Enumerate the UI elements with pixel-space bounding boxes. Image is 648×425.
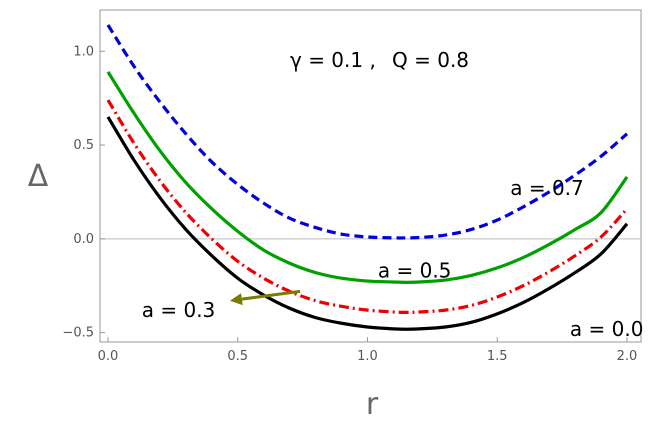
series-line-2 bbox=[106, 99, 629, 314]
curve-label: a = 0.0 bbox=[570, 317, 644, 341]
curve-label: a = 0.3 bbox=[142, 298, 216, 322]
series-line-0 bbox=[106, 24, 629, 240]
parameters-q: Q = 0.8 bbox=[392, 48, 469, 72]
x-axis-label: r bbox=[366, 387, 379, 422]
y-tick-label: −0.5 bbox=[62, 326, 94, 341]
x-tick-label: 2.0 bbox=[617, 349, 638, 364]
series-layer bbox=[106, 24, 629, 331]
y-tick-label: 0.0 bbox=[73, 232, 94, 247]
y-tick-label: 1.0 bbox=[73, 44, 94, 59]
series-line-3 bbox=[106, 116, 629, 331]
y-tick-label: 0.5 bbox=[73, 138, 94, 153]
arrow-shaft bbox=[241, 289, 301, 301]
x-tick-label: 1.5 bbox=[487, 349, 508, 364]
plot-frame bbox=[99, 9, 642, 343]
x-tick-label: 0.5 bbox=[227, 349, 248, 364]
parameters-gamma: γ = 0.1 , bbox=[290, 48, 376, 72]
y-axis-label: Δ bbox=[28, 159, 49, 194]
curve-label: a = 0.7 bbox=[510, 176, 584, 200]
annotation-layer: a = 0.7 a = 0.5 a = 0.3 a = 0.0 bbox=[142, 176, 644, 341]
x-tick-label: 0.0 bbox=[98, 349, 119, 364]
series-line-1 bbox=[106, 71, 629, 284]
arrow-layer bbox=[229, 289, 301, 306]
x-tick-label: 1.0 bbox=[357, 349, 378, 364]
ticks-layer: 0.0 0.5 1.0 1.5 2.0 −0.5 0.0 0.5 1.0 bbox=[62, 44, 637, 364]
arrow-head bbox=[229, 293, 243, 306]
curve-label: a = 0.5 bbox=[378, 259, 452, 283]
